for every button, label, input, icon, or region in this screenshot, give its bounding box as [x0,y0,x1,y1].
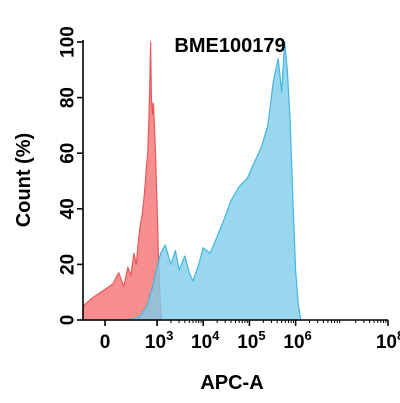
x-tick-label: 106 [283,328,311,353]
x-tick-label: 103 [145,328,173,353]
y-axis-title: Count (%) [13,133,35,227]
x-tick-label: 104 [191,328,220,353]
series-layer [82,41,302,321]
series-red-area [82,41,163,321]
chart-title: BME100179 [174,35,285,57]
series-blue-area [82,41,302,321]
y-ticks: 0 20 40 60 80 100 [58,26,83,325]
y-tick-label: 20 [58,254,79,275]
y-tick-label: 40 [58,198,79,219]
y-tick-label: 80 [58,87,79,108]
y-tick-label: 100 [58,26,79,58]
x-ticks: 0 103 104 105 106 108 [100,320,400,353]
y-tick-label: 60 [58,143,79,164]
x-axis-title: APC-A [200,372,263,394]
x-tick-label: 108 [376,328,400,353]
x-tick-label: 0 [100,332,111,353]
y-tick-label: 0 [58,315,79,326]
x-tick-label: 105 [237,328,265,353]
